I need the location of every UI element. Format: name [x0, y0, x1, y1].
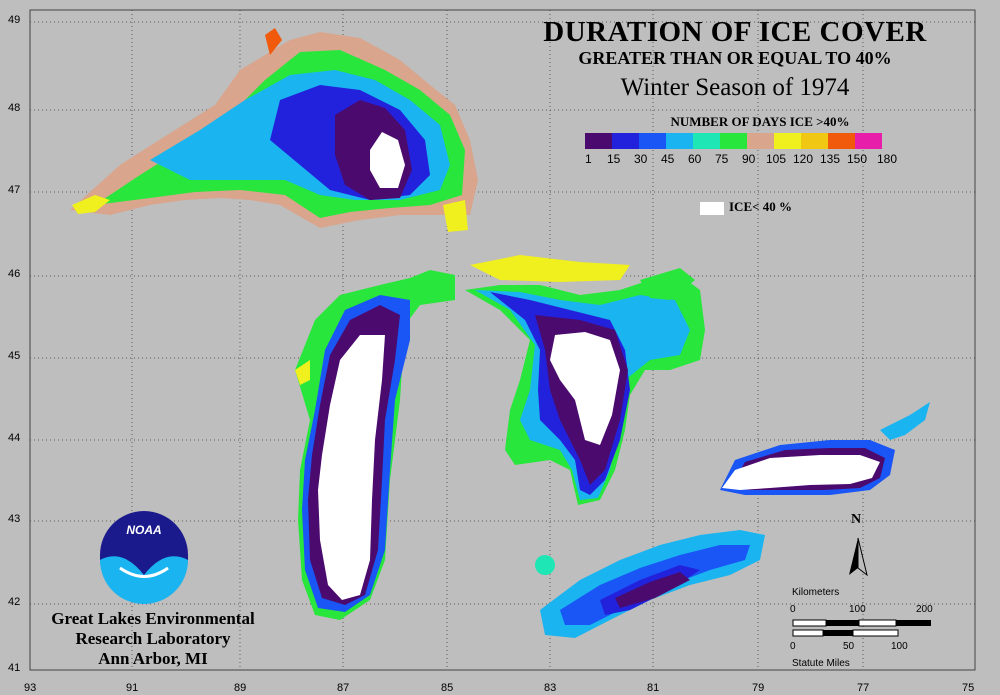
- legend-label: 135: [820, 152, 841, 166]
- legend-swatch: [747, 133, 774, 149]
- lat-label: 47: [8, 184, 21, 196]
- organization-credit: Great Lakes Environmental Research Labor…: [18, 609, 288, 669]
- legend-label: 1: [585, 152, 592, 166]
- lon-label: 87: [337, 682, 350, 694]
- scale-mi-tick: 50: [843, 641, 855, 652]
- north-arrow: [849, 537, 868, 577]
- map-title: DURATION OF ICE COVER: [543, 16, 927, 48]
- lon-label: 81: [647, 682, 660, 694]
- lon-label: 77: [857, 682, 870, 694]
- legend-label: 180: [877, 152, 898, 166]
- scale-mi-tick: 100: [891, 641, 908, 652]
- scale-bar: [792, 619, 931, 637]
- noaa-logo: [100, 511, 188, 604]
- lake-huron: [465, 255, 705, 505]
- lat-label: 49: [8, 14, 21, 26]
- lon-label: 83: [544, 682, 557, 694]
- ice-legend-label: ICE< 40 %: [729, 199, 793, 214]
- legend-label: 60: [688, 152, 702, 166]
- ice-legend-swatch: [700, 202, 724, 215]
- lon-label: 93: [24, 682, 37, 694]
- legend-swatch: [855, 133, 882, 149]
- north-arrow-label: N: [851, 512, 862, 527]
- org-line: Research Laboratory: [75, 629, 231, 648]
- legend-label: 15: [607, 152, 621, 166]
- map-subtitle: GREATER THAN OR EQUAL TO 40%: [578, 48, 892, 68]
- org-line: Ann Arbor, MI: [98, 649, 208, 668]
- lon-label: 89: [234, 682, 247, 694]
- legend-swatch: [666, 133, 693, 149]
- lat-label: 48: [8, 102, 21, 114]
- lat-label: 45: [8, 350, 21, 362]
- legend-label: 120: [793, 152, 814, 166]
- scale-km-tick: 200: [916, 604, 933, 615]
- legend-swatch: [585, 133, 612, 149]
- lon-label: 75: [962, 682, 975, 694]
- legend-label: 90: [742, 152, 756, 166]
- legend-labels: 1 15 30 45 60 75 90 105 120 135 150 180: [577, 152, 937, 168]
- legend-color-bar: [585, 133, 882, 149]
- scale-km-tick: 100: [849, 604, 866, 615]
- lat-label: 41: [8, 662, 21, 674]
- scale-km-title: Kilometers: [792, 587, 840, 598]
- lake-ontario: [720, 402, 930, 495]
- scale-km-tick: 0: [790, 604, 796, 615]
- scale-mi-title: Statute Miles: [792, 658, 850, 669]
- noaa-logo-text: NOAA: [126, 523, 162, 537]
- legend-label: 105: [766, 152, 787, 166]
- legend-swatch: [828, 133, 855, 149]
- lon-label: 85: [441, 682, 454, 694]
- lon-label: 91: [126, 682, 139, 694]
- org-line: Great Lakes Environmental: [51, 609, 255, 628]
- legend-swatch: [774, 133, 801, 149]
- lake-michigan: [295, 270, 455, 620]
- legend-swatch: [693, 133, 720, 149]
- lake-erie: [540, 530, 765, 638]
- lon-label: 79: [752, 682, 765, 694]
- legend-swatch: [801, 133, 828, 149]
- lat-label: 44: [8, 432, 21, 444]
- legend-label: 45: [661, 152, 675, 166]
- legend-title: NUMBER OF DAYS ICE >40%: [670, 114, 850, 129]
- legend-swatch: [612, 133, 639, 149]
- scale-mi-tick: 0: [790, 641, 796, 652]
- legend-label: 75: [715, 152, 729, 166]
- lake-st-clair: [535, 555, 555, 575]
- lat-label: 43: [8, 513, 21, 525]
- legend-label: 30: [634, 152, 648, 166]
- lat-label: 42: [8, 596, 21, 608]
- season-label: Winter Season of 1974: [620, 74, 850, 101]
- lat-label: 46: [8, 268, 21, 280]
- lake-superior: [70, 28, 478, 232]
- legend-label: 150: [847, 152, 868, 166]
- legend-swatch: [639, 133, 666, 149]
- legend-swatch: [720, 133, 747, 149]
